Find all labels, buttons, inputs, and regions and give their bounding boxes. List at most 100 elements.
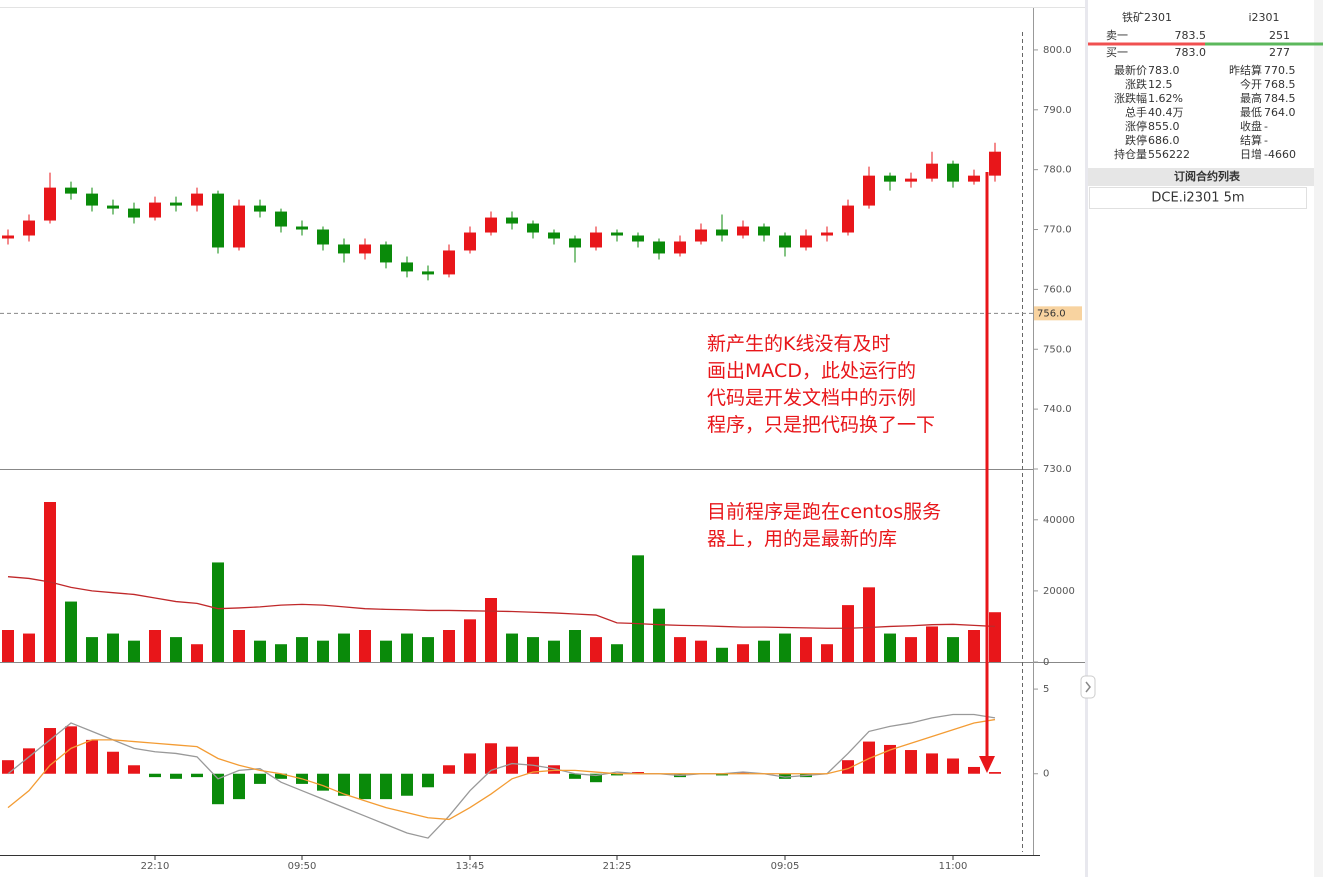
volume-bar: [506, 633, 518, 662]
line: [7, 576, 996, 629]
annotation-line: 画出MACD，此处运行的: [707, 360, 916, 382]
macd-bar: [254, 773, 266, 784]
macd-bar: [506, 746, 518, 774]
macd-bar: [338, 773, 350, 796]
stat-value: 855.0: [1148, 120, 1180, 133]
volume-bar: [947, 637, 959, 662]
macd-bar: [926, 753, 938, 774]
candle-body: [86, 193, 98, 206]
stat-label: 收盘: [1240, 119, 1262, 133]
volume-bar: [128, 640, 140, 662]
macd-bar: [632, 772, 644, 774]
bid-price: 783.0: [1175, 46, 1207, 59]
macd-bar: [401, 773, 413, 796]
y-tick-label: 780.0: [1043, 165, 1072, 176]
macd-bar: [968, 766, 980, 774]
macd-bar: [590, 773, 602, 783]
stat-value: 768.5: [1264, 78, 1296, 91]
ask-price: 783.5: [1175, 29, 1207, 42]
section-header: [1088, 168, 1314, 186]
candle-body: [44, 187, 56, 221]
volume-bar: [65, 601, 77, 662]
macd-bar: [422, 773, 434, 788]
candle-body: [863, 175, 875, 206]
volume-bar: [779, 633, 791, 662]
y-tick-label: 790.0: [1043, 105, 1072, 116]
candle-body: [2, 235, 14, 239]
candle-body: [527, 223, 539, 233]
candle-body: [149, 202, 161, 218]
annotation-line: 目前程序是跑在centos服务: [707, 501, 942, 523]
candle-body: [443, 250, 455, 275]
macd-bar: [23, 748, 35, 774]
macd-bar: [107, 751, 119, 774]
stat-label: 最新价: [1114, 63, 1147, 77]
volume-bar: [401, 633, 413, 662]
candle-body: [611, 232, 623, 236]
volume-bar: [884, 633, 896, 662]
y-tick-label: 0: [1043, 769, 1049, 780]
volume-bar: [275, 644, 287, 662]
macd-bar: [611, 773, 623, 776]
subscription-item[interactable]: [1089, 187, 1307, 209]
volume-bar: [86, 637, 98, 662]
macd-bar: [86, 739, 98, 774]
volume-bar: [716, 647, 728, 662]
macd-bar: [863, 741, 875, 774]
arrow-head: [979, 756, 995, 773]
candle-body: [842, 205, 854, 233]
crosshair-label: 756.0: [1037, 308, 1066, 319]
candle-body: [485, 217, 497, 233]
volume-bar: [821, 644, 833, 662]
candle-body: [758, 226, 770, 236]
volume-bar: [842, 605, 854, 662]
annotation-line: 程序，只是把代码换了一下: [707, 414, 936, 436]
candle-body: [968, 175, 980, 182]
candle-body: [926, 163, 938, 179]
macd-bar: [842, 760, 854, 774]
macd-bar: [317, 773, 329, 791]
candle-body: [737, 226, 749, 236]
volume-bar: [296, 637, 308, 662]
candle-body: [296, 226, 308, 230]
contract-name: 铁矿2301: [1122, 11, 1172, 24]
annotation: 新产生的K线没有及时 画出MACD，此处运行的 代码是开发文档中的示例 程序，只…: [707, 331, 935, 439]
collapse-button[interactable]: [1080, 675, 1096, 699]
candle-body: [401, 262, 413, 272]
candle-body: [821, 232, 833, 236]
macd-bar: [44, 728, 56, 774]
candle-body: [422, 271, 434, 275]
candle-body: [359, 244, 371, 254]
scrollbar[interactable]: [1314, 0, 1323, 877]
stat-value: 770.5: [1264, 64, 1296, 77]
stat-value: -: [1264, 120, 1268, 133]
volume-bar: [737, 644, 749, 662]
annotation-line: 代码是开发文档中的示例: [707, 387, 917, 409]
candle-body: [653, 241, 665, 254]
candle-body: [506, 217, 518, 224]
macd-bar: [212, 773, 224, 805]
macd-bar: [464, 753, 476, 774]
volume-bar: [149, 630, 161, 662]
volume-bar: [170, 637, 182, 662]
macd-bar: [128, 765, 140, 774]
volume-bar: [317, 640, 329, 662]
macd-bar: [716, 773, 728, 776]
candle-body: [275, 211, 287, 227]
splitter: [1085, 0, 1088, 877]
candle-body: [548, 232, 560, 239]
stat-label: 结算: [1240, 133, 1262, 147]
candle-body: [590, 232, 602, 248]
y-tick-label: 770.0: [1043, 225, 1072, 236]
volume-bar: [464, 619, 476, 662]
candle-body: [254, 205, 266, 212]
candle-body: [884, 175, 896, 182]
volume-bar: [191, 644, 203, 662]
stat-value: 40.4万: [1148, 106, 1184, 119]
volume-bar: [653, 608, 665, 662]
stat-label: 持仓量: [1114, 147, 1147, 161]
candle-body: [800, 235, 812, 248]
